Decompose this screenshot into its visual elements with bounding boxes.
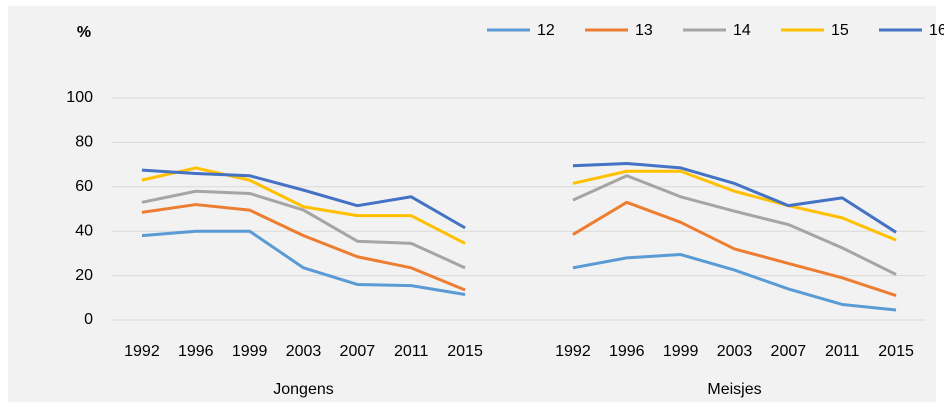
x-tick-label: 1996 (178, 343, 214, 360)
x-tick-label: 2015 (878, 343, 914, 360)
group-label: Meisjes (707, 381, 761, 398)
series-line (572, 161, 897, 234)
y-tick-label: 100 (66, 89, 93, 106)
x-tick-label: 2015 (447, 343, 483, 360)
series-line (572, 174, 897, 276)
legend-label: 12 (537, 22, 555, 39)
series-line (141, 203, 466, 292)
legend-label: 16 (929, 22, 944, 39)
y-axis-label: % (77, 24, 91, 41)
legend-label: 13 (635, 22, 653, 39)
x-tick-label: 2003 (717, 343, 753, 360)
series-line (572, 200, 897, 298)
series-line (141, 229, 466, 296)
series-line (572, 253, 897, 312)
series-line (141, 189, 466, 270)
y-tick-label: 20 (75, 267, 93, 284)
x-tick-label: 1999 (663, 343, 699, 360)
x-tick-label: 1996 (609, 343, 645, 360)
x-tick-label: 2007 (340, 343, 376, 360)
y-tick-label: 40 (75, 222, 93, 239)
x-tick-label: 1999 (232, 343, 268, 360)
legend-label: 14 (733, 22, 751, 39)
y-tick-label: 60 (75, 178, 93, 195)
legend-label: 15 (831, 22, 849, 39)
x-tick-label: 2011 (825, 343, 860, 360)
series-line (572, 169, 897, 242)
x-tick-label: 2007 (771, 343, 807, 360)
series-line (141, 168, 466, 230)
series-line (141, 166, 466, 245)
x-tick-label: 1992 (555, 343, 591, 360)
x-tick-label: 2003 (286, 343, 322, 360)
x-tick-label: 1992 (124, 343, 160, 360)
y-tick-label: 0 (84, 311, 93, 328)
x-tick-label: 2011 (394, 343, 429, 360)
group-label: Jongens (273, 381, 334, 398)
y-tick-label: 80 (75, 134, 93, 151)
